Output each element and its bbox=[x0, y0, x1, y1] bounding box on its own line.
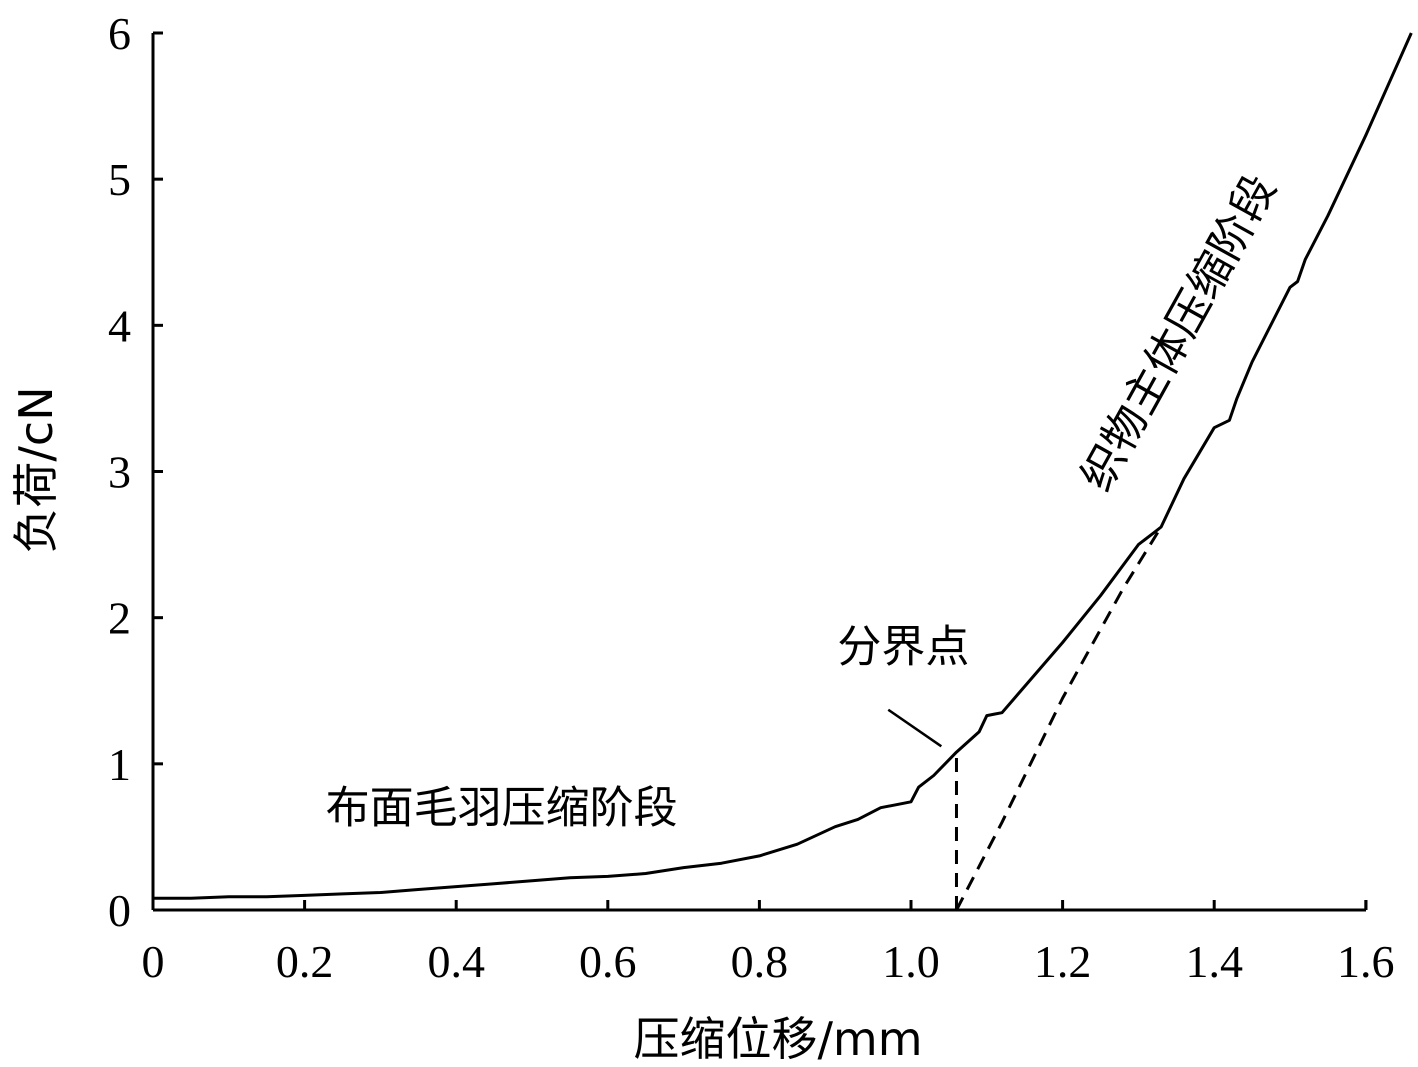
annotation-2: 织物主体压缩阶段 bbox=[1071, 167, 1286, 500]
axes bbox=[151, 33, 1366, 912]
y-tick-label-3: 3 bbox=[108, 447, 131, 498]
annotation-0: 分界点 bbox=[837, 622, 969, 673]
y-axis-title: 负荷/cN bbox=[9, 386, 63, 553]
annotation-1: 布面毛羽压缩阶段 bbox=[326, 782, 678, 833]
series-layer bbox=[153, 32, 1413, 911]
x-tick-label-2: 0.4 bbox=[427, 936, 485, 987]
y-tick-label-5: 5 bbox=[108, 154, 131, 205]
y-tick-label-4: 4 bbox=[108, 300, 131, 351]
x-tick-label-3: 0.6 bbox=[579, 936, 637, 987]
x-tick-label-1: 0.2 bbox=[276, 936, 334, 987]
y-tick-label-6: 6 bbox=[108, 8, 131, 59]
boundary-pointer-line bbox=[887, 708, 943, 748]
x-tick-label-5: 1.0 bbox=[882, 936, 940, 987]
tangent-dashed-line bbox=[955, 526, 1163, 911]
x-tick-label-6: 1.2 bbox=[1034, 936, 1092, 987]
y-tick-label-1: 1 bbox=[108, 739, 131, 790]
x-tick-label-0: 0 bbox=[142, 936, 165, 987]
y-tick-label-2: 2 bbox=[108, 593, 131, 644]
x-axis-title: 压缩位移/mm bbox=[633, 1012, 922, 1066]
load-curve-line bbox=[153, 32, 1413, 900]
y-tick-label-0: 0 bbox=[108, 885, 131, 936]
x-tick-label-7: 1.4 bbox=[1185, 936, 1243, 987]
x-tick-label-8: 1.6 bbox=[1337, 936, 1395, 987]
x-tick-label-4: 0.8 bbox=[731, 936, 789, 987]
ticks: 0 0.2 0.4 0.6 0.8 1.0 1.2 1.4 1.6 0 1 2 3 4 5 6 bbox=[108, 8, 1395, 987]
